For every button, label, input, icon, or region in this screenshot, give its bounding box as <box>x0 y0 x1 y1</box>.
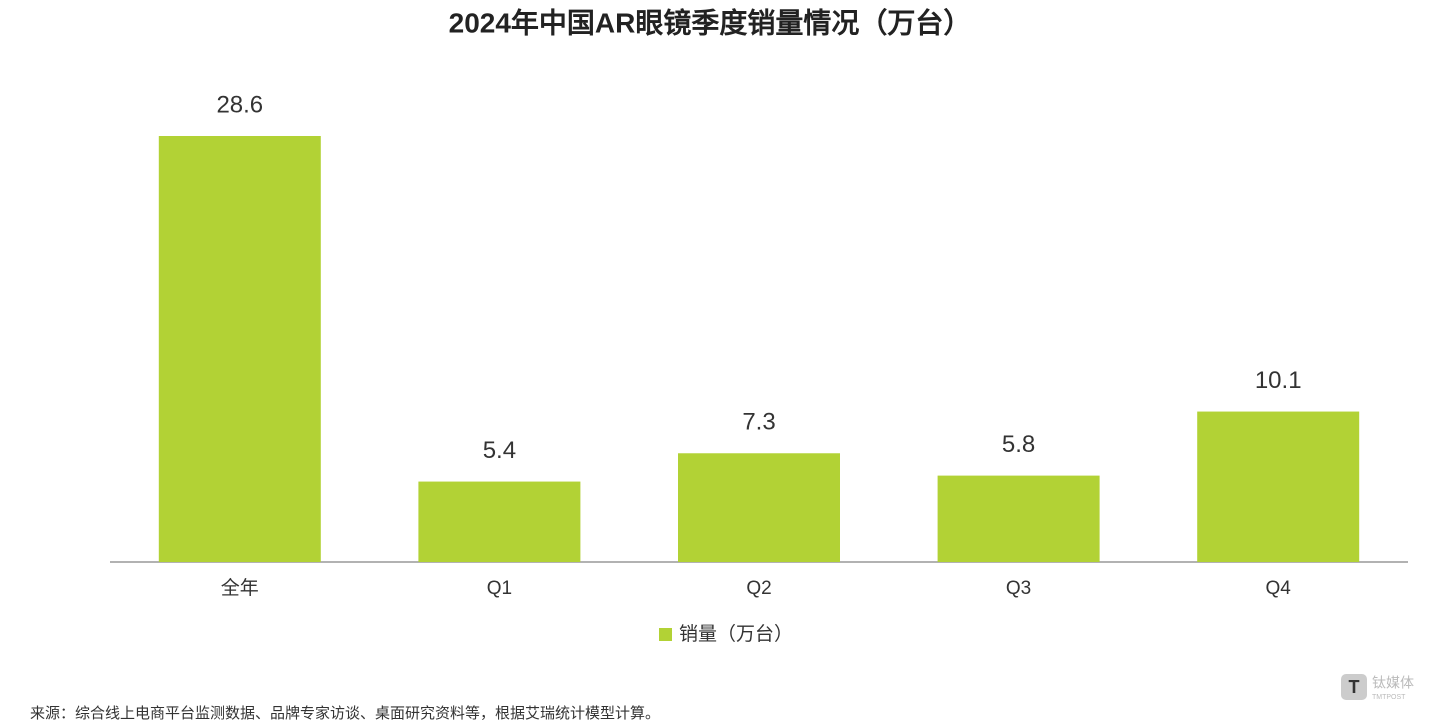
data-label: 10.1 <box>1255 367 1302 394</box>
data-label: 28.6 <box>216 91 263 118</box>
x-tick-label: 全年 <box>221 577 259 599</box>
watermark-icon-glyph: T <box>1349 677 1360 697</box>
bar <box>678 453 840 562</box>
legend-label: 销量（万台） <box>679 623 793 645</box>
x-tick-label: Q3 <box>1006 578 1031 599</box>
x-tick-label: Q4 <box>1266 578 1292 599</box>
watermark-subtitle: TMTPOST <box>1372 694 1406 701</box>
bar <box>418 481 581 562</box>
x-tick-label: Q2 <box>746 578 771 599</box>
bar <box>937 475 1100 562</box>
watermark-icon <box>1341 674 1367 700</box>
data-label: 5.8 <box>1002 431 1035 458</box>
bar <box>1197 411 1360 562</box>
chart-title: 2024年中国AR眼镜季度销量情况（万台） <box>449 6 972 38</box>
data-label: 5.4 <box>483 437 516 464</box>
data-label: 7.3 <box>742 409 775 436</box>
bar <box>158 136 321 562</box>
source-note: 来源：综合线上电商平台监测数据、品牌专家访谈、桌面研究资料等，根据艾瑞统计模型计… <box>30 704 660 722</box>
legend-swatch <box>659 628 672 641</box>
x-tick-label: Q1 <box>487 578 512 599</box>
watermark-name: 钛媒体 <box>1372 675 1414 691</box>
